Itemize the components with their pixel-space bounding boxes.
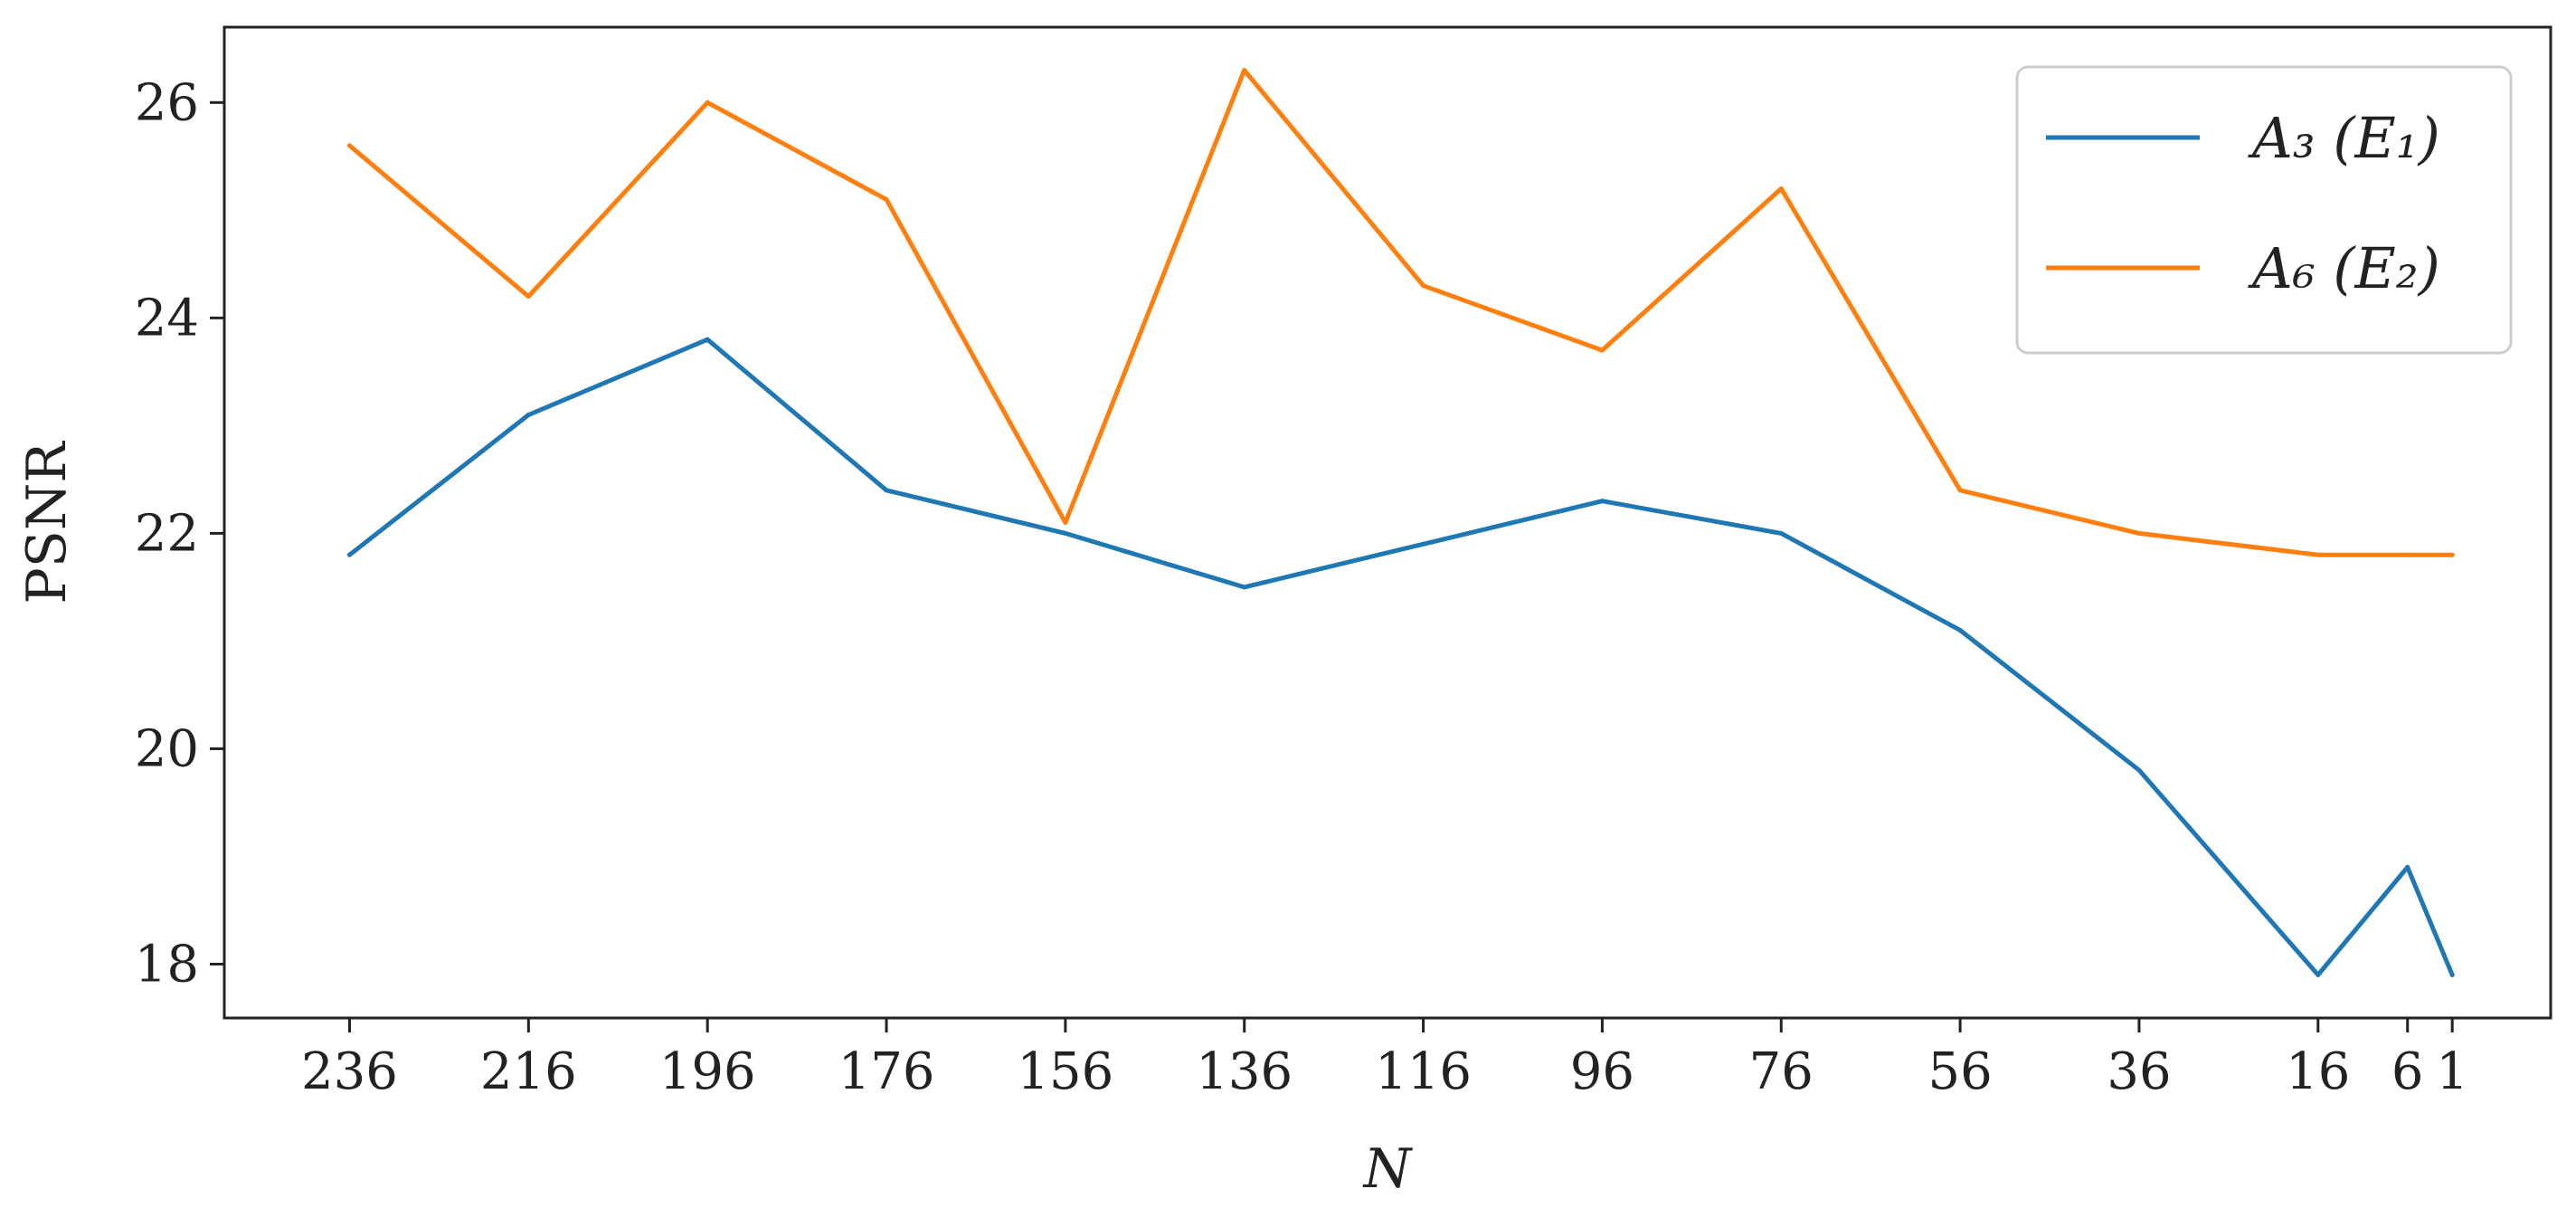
y-axis-ticks: 18 20 22 24 26 [135, 73, 224, 994]
data-point-s1-12 [2405, 552, 2410, 557]
data-point-s0-2 [705, 337, 710, 342]
data-point-s0-3 [884, 488, 889, 493]
data-point-s1-5 [1242, 68, 1247, 73]
data-point-s0-12 [2405, 864, 2410, 870]
x-axis-title: N [1362, 1137, 1414, 1201]
data-point-s1-8 [1778, 186, 1784, 191]
x-tick-label: 96 [1570, 1042, 1634, 1101]
x-tick-label: 36 [2107, 1042, 2171, 1101]
x-axis-ticks: 236 216 196 176 156 136 116 96 76 56 36 16 6 1 [301, 1018, 2468, 1101]
x-tick-label: 176 [838, 1042, 935, 1101]
series-line-0 [347, 337, 2455, 977]
x-tick-label: 1 [2436, 1042, 2468, 1101]
plot-frame [223, 25, 2552, 1020]
data-point-s1-2 [705, 100, 710, 105]
x-tick-label: 6 [2391, 1042, 2424, 1101]
data-point-s0-9 [1957, 628, 1963, 633]
data-point-s0-13 [2449, 972, 2455, 977]
x-tick-label: 56 [1927, 1042, 1992, 1101]
y-axis-title: PSNR [15, 441, 79, 604]
data-point-s1-9 [1957, 488, 1963, 493]
data-point-s1-11 [2316, 552, 2321, 557]
data-point-s0-4 [1063, 530, 1068, 536]
data-point-s0-8 [1778, 530, 1784, 536]
series-line-1 [347, 68, 2455, 557]
plot-lines [347, 68, 2455, 977]
y-tick-label: 24 [135, 289, 199, 347]
data-point-s1-13 [2449, 552, 2455, 557]
x-tick-label: 216 [480, 1042, 577, 1101]
data-point-s0-5 [1242, 585, 1247, 590]
x-tick-label: 76 [1749, 1042, 1814, 1101]
data-point-s1-0 [347, 143, 352, 148]
data-point-s0-11 [2316, 972, 2321, 977]
x-tick-label: 236 [301, 1042, 398, 1101]
data-point-s0-0 [347, 552, 352, 557]
data-point-s1-7 [1599, 347, 1605, 353]
data-point-s1-4 [1063, 520, 1068, 525]
data-point-s1-3 [884, 196, 889, 202]
legend-label-a3: A₃ (E₁) [2248, 105, 2440, 171]
data-point-s0-6 [1421, 541, 1426, 547]
data-point-s0-7 [1599, 499, 1605, 504]
x-tick-label: 136 [1196, 1042, 1293, 1101]
data-point-s0-10 [2136, 767, 2142, 773]
x-tick-label: 116 [1375, 1042, 1472, 1101]
data-point-s1-10 [2136, 530, 2142, 536]
data-point-s1-1 [526, 294, 531, 300]
data-point-s0-1 [526, 413, 531, 417]
y-tick-label: 26 [135, 73, 199, 132]
legend-label-a6: A₆ (E₂) [2248, 235, 2440, 301]
y-tick-label: 20 [135, 719, 199, 778]
y-tick-label: 18 [135, 935, 199, 994]
data-point-s1-6 [1421, 283, 1426, 289]
x-tick-label: 156 [1017, 1042, 1113, 1101]
x-tick-label: 196 [659, 1042, 756, 1101]
x-tick-label: 16 [2286, 1042, 2350, 1101]
y-tick-label: 22 [135, 504, 199, 563]
legend: A₃ (E₁) A₆ (E₂) [2015, 65, 2513, 355]
